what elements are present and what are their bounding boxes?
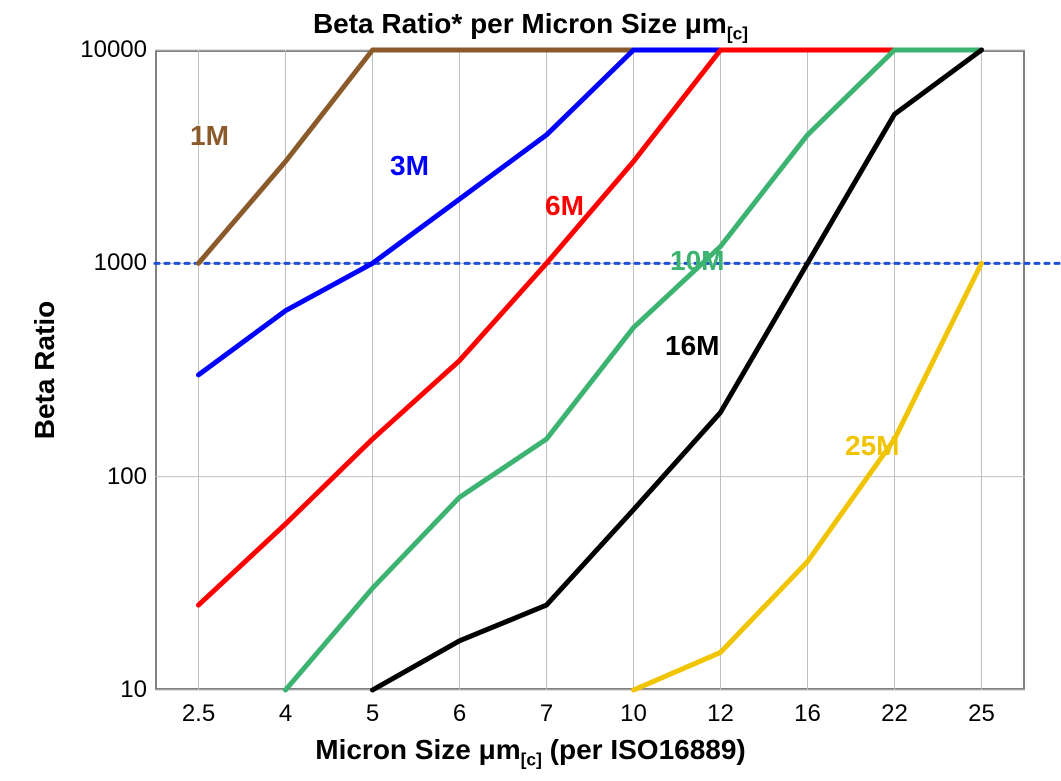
series-label: 1M (190, 120, 229, 152)
x-tick-label: 6 (453, 700, 466, 728)
series-label: 16M (665, 330, 719, 362)
x-tick-label: 4 (279, 700, 292, 728)
y-tick-label: 100 (107, 463, 147, 491)
chart-area: Beta Ratio* per Micron Size μm[c] Beta R… (0, 0, 1061, 781)
x-tick-label: 7 (540, 700, 553, 728)
series-label: 6M (545, 190, 584, 222)
y-tick-label: 10 (120, 676, 147, 704)
x-tick-label: 2.5 (182, 700, 215, 728)
y-tick-label: 1000 (94, 249, 147, 277)
series-label: 10M (670, 245, 724, 277)
x-tick-label: 12 (707, 700, 734, 728)
x-tick-label: 10 (620, 700, 647, 728)
series-label: 25M (845, 430, 899, 462)
x-tick-label: 5 (366, 700, 379, 728)
x-tick-label: 16 (794, 700, 821, 728)
x-tick-label: 25 (968, 700, 995, 728)
series-lines (0, 0, 1061, 781)
series-label: 3M (390, 150, 429, 182)
x-tick-label: 22 (881, 700, 908, 728)
y-tick-label: 10000 (80, 36, 147, 64)
